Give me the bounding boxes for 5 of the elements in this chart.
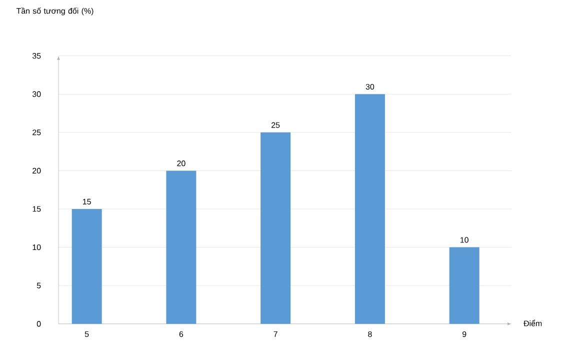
bar	[166, 170, 196, 324]
bar	[449, 247, 480, 324]
bar	[72, 208, 102, 324]
bar	[354, 94, 385, 324]
bar	[260, 132, 291, 324]
